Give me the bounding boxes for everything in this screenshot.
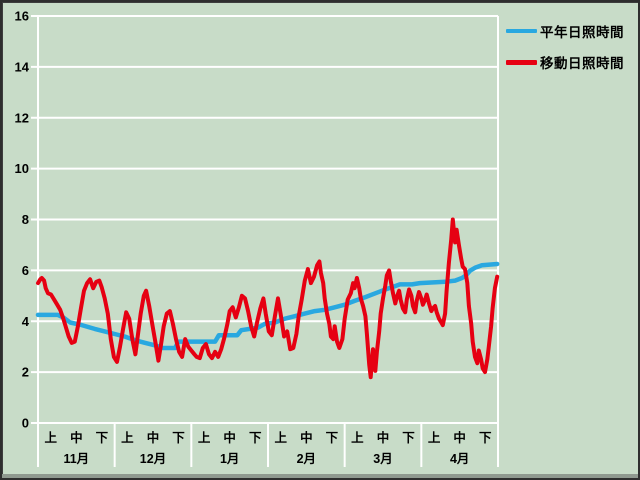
decade-label: 下 [172, 431, 185, 445]
month-label-5: 3月 [373, 452, 392, 466]
decade-label: 中 [223, 430, 236, 445]
y-tick-label-16: 16 [15, 9, 29, 24]
decade-label: 中 [300, 430, 313, 445]
y-tick-label-0: 0 [22, 416, 29, 431]
decade-label: 下 [479, 431, 492, 445]
decade-label: 上 [121, 430, 134, 445]
month-label-3: 1月 [220, 452, 239, 466]
legend-swatch-normal-line [506, 29, 537, 33]
legend-item-moving: 移動日照時間 [506, 53, 624, 71]
month-label-2: 12月 [140, 452, 166, 466]
y-tick-label-4: 4 [22, 314, 30, 329]
decade-label: 中 [377, 430, 390, 445]
y-tick-label-14: 14 [15, 59, 30, 74]
decade-label: 下 [326, 431, 339, 445]
decade-label: 中 [70, 430, 83, 445]
month-label-4: 2月 [297, 452, 316, 466]
y-tick-label-10: 10 [15, 161, 29, 176]
series-line-normal-sunshine [35, 261, 500, 351]
decade-label: 上 [45, 430, 58, 445]
legend-item-normal: 平年日照時間 [506, 22, 624, 40]
decade-label: 中 [147, 430, 160, 445]
decade-label: 下 [96, 431, 109, 445]
decade-label: 下 [402, 431, 415, 445]
decade-label: 下 [249, 431, 262, 445]
y-tick-label-6: 6 [22, 263, 29, 278]
decade-label: 中 [453, 430, 466, 445]
series-line-moving-sunshine [36, 217, 500, 380]
y-tick-label-12: 12 [15, 110, 29, 125]
decade-label: 上 [428, 430, 441, 445]
month-label-6: 4月 [450, 452, 469, 466]
decade-label: 上 [275, 430, 288, 445]
y-tick-label-2: 2 [22, 365, 29, 380]
decade-label: 上 [351, 430, 364, 445]
chart-legend: 平年日照時間 移動日照時間 [506, 22, 624, 71]
legend-label-normal: 平年日照時間 [540, 25, 624, 40]
month-label-1: 11月 [63, 452, 89, 466]
decade-label: 上 [198, 430, 211, 445]
y-tick-label-8: 8 [22, 212, 29, 227]
legend-label-moving: 移動日照時間 [540, 56, 624, 71]
legend-swatch-moving-line [506, 59, 537, 65]
